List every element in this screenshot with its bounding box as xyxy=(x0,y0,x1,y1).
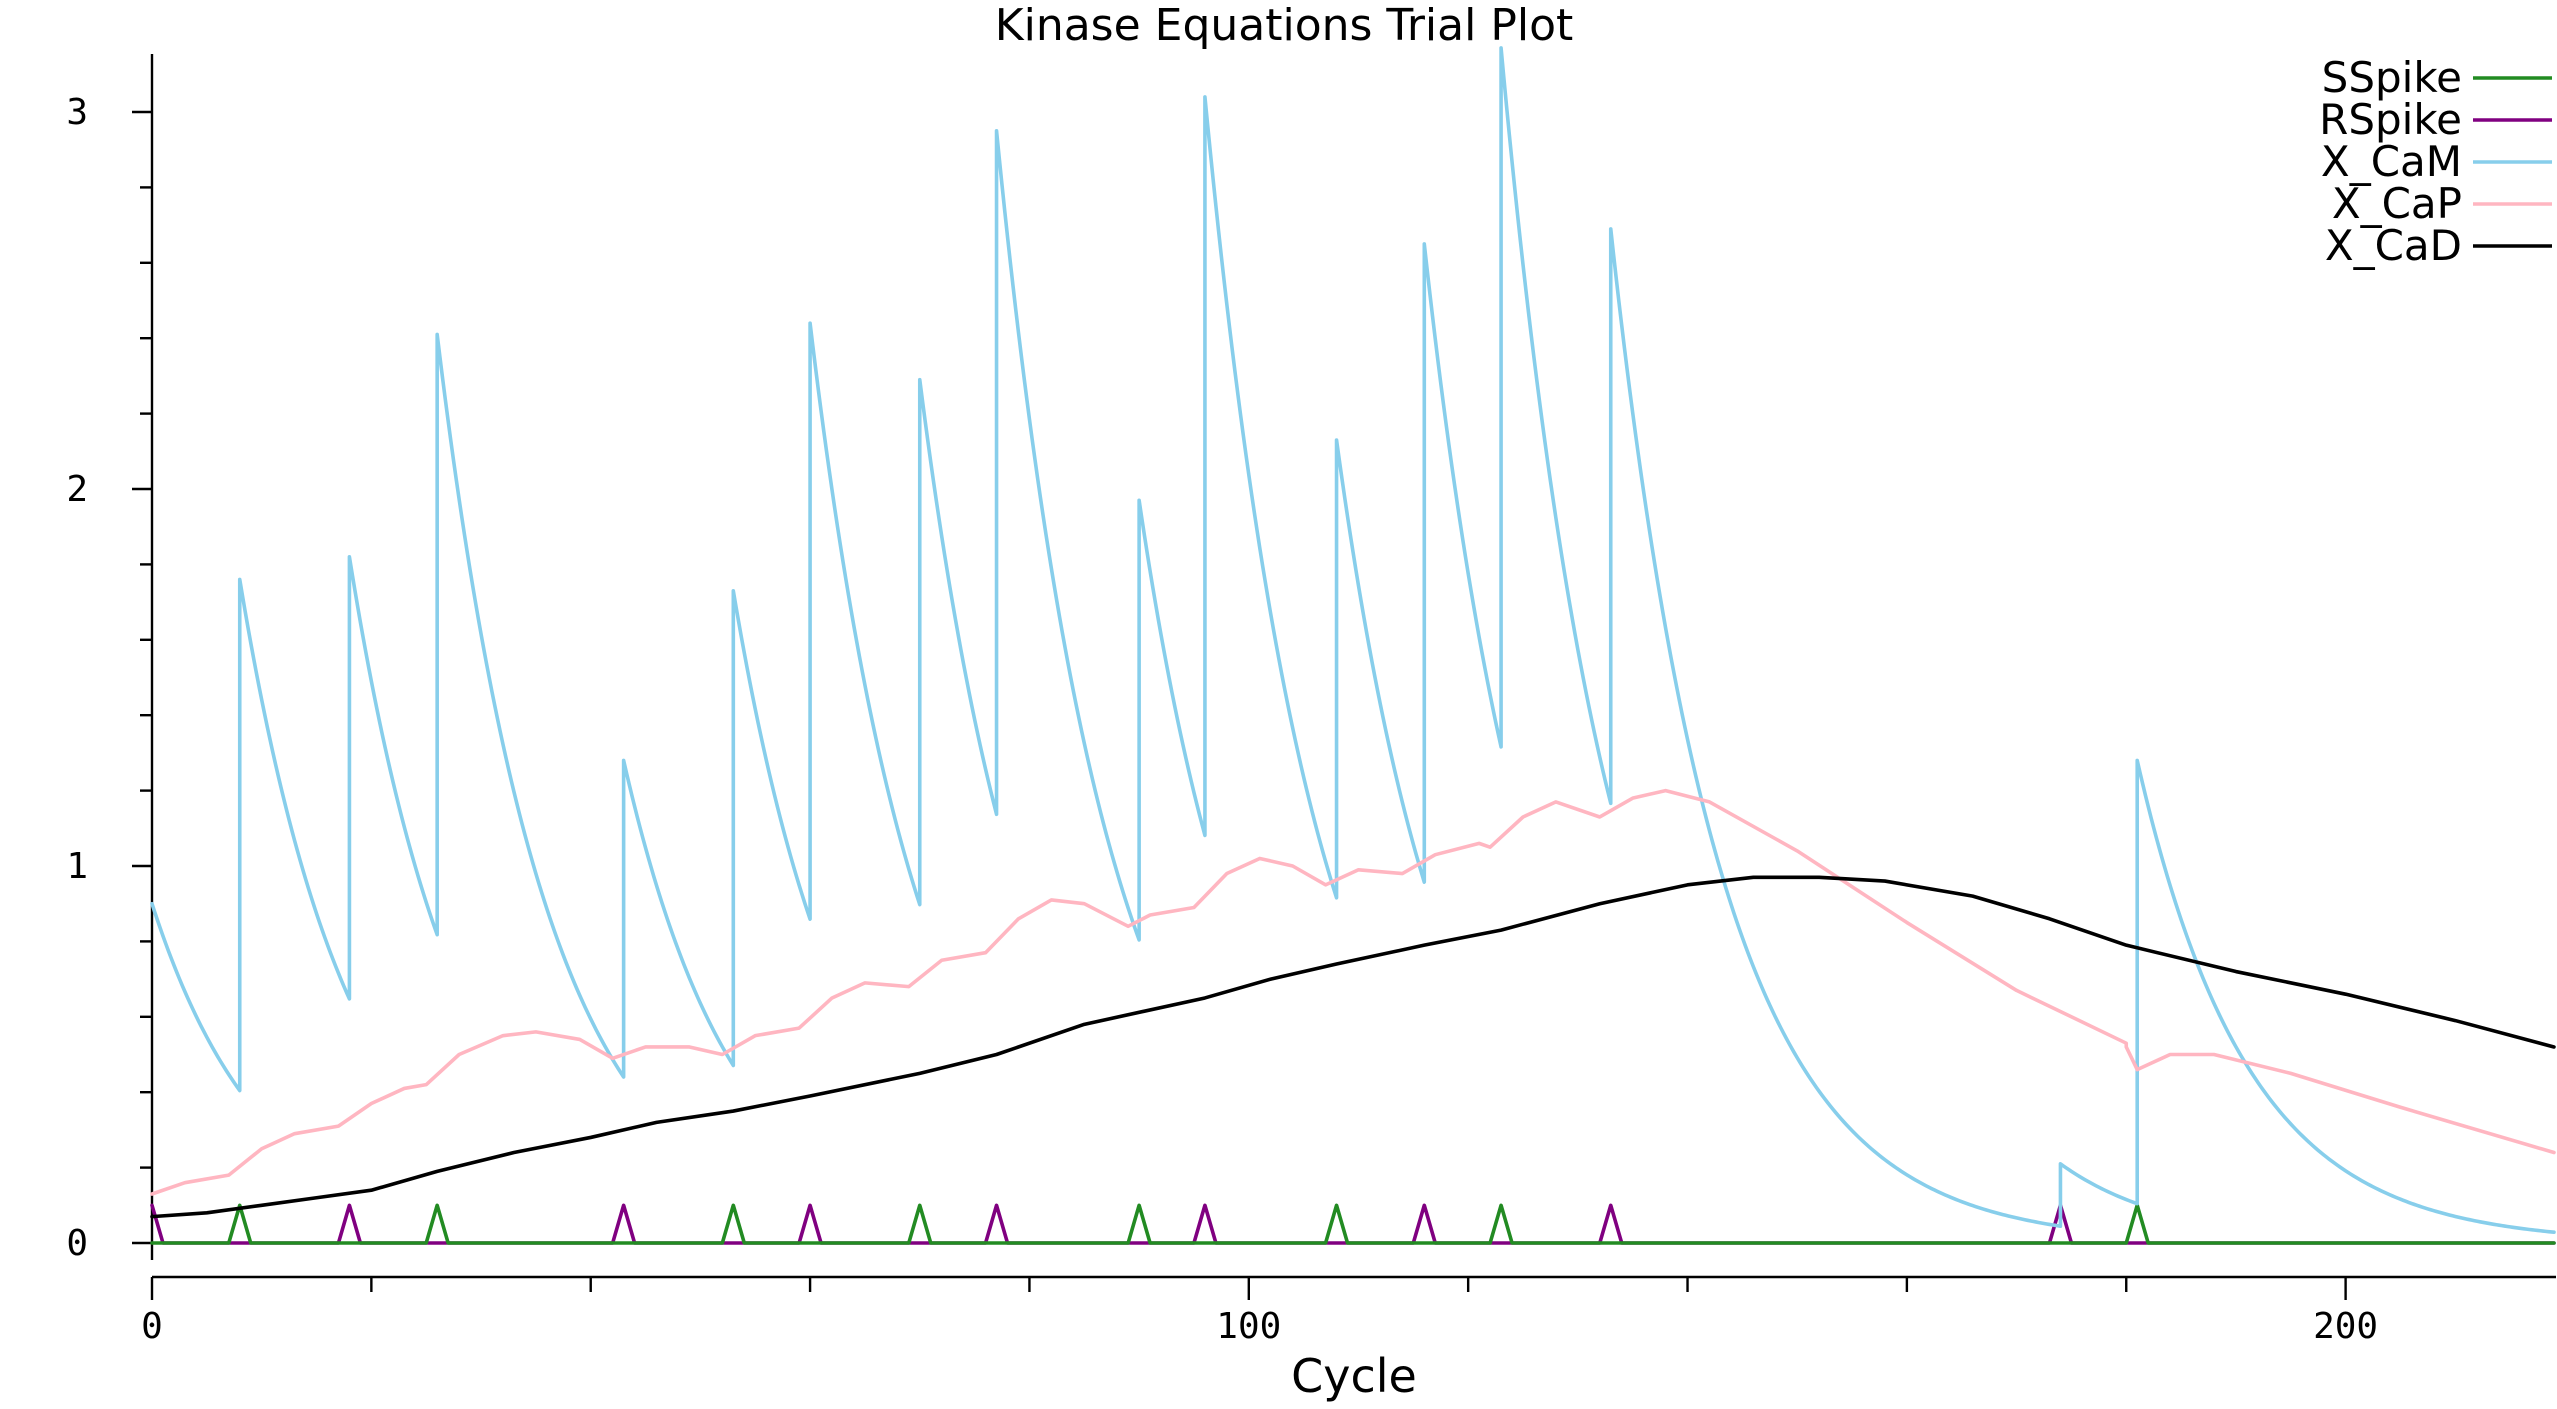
axes xyxy=(150,54,2556,1279)
x-axis-label: Cycle xyxy=(1291,1349,1417,1403)
series-line-sspike xyxy=(150,1203,2556,1245)
y-tick-label: 1 xyxy=(66,846,88,887)
x-tick-label: 100 xyxy=(1216,1306,1281,1347)
chart-title: Kinase Equations Trial Plot xyxy=(995,0,1574,51)
legend-label: SSpike xyxy=(2322,53,2462,102)
legend-label: RSpike xyxy=(2319,95,2462,144)
x-tick-label: 0 xyxy=(141,1306,163,1347)
series-line-rspike xyxy=(150,1203,2556,1245)
y-tick-label: 0 xyxy=(66,1223,88,1264)
legend-label: X_CaD xyxy=(2325,221,2462,270)
series-line-x-cap xyxy=(150,788,2556,1196)
series xyxy=(150,46,2556,1245)
series-line-x-cad xyxy=(150,875,2556,1219)
y-tick-label: 2 xyxy=(66,469,88,510)
legend-label: X_CaP xyxy=(2332,179,2462,228)
y-tick-label: 3 xyxy=(66,92,88,133)
legend-label: X_CaM xyxy=(2321,137,2462,186)
x-tick-label: 200 xyxy=(2313,1306,2378,1347)
series-line-x-cam xyxy=(150,46,2556,1234)
ticks: 0 1 2 3 0 100 200 xyxy=(66,92,2378,1347)
